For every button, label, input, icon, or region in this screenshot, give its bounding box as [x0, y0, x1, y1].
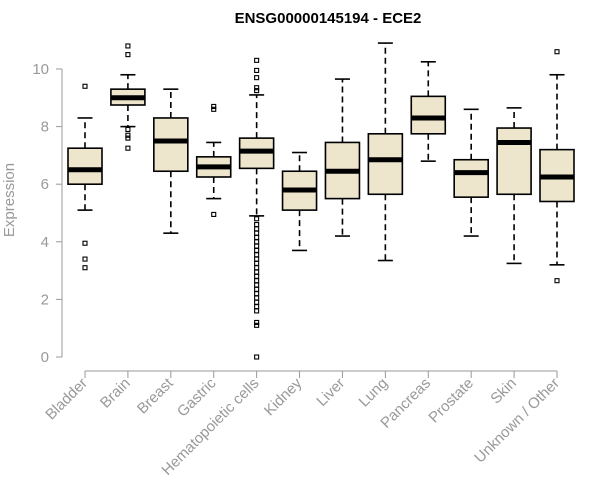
- box-gastric: [195, 103, 232, 217]
- outlier-point: [254, 239, 260, 245]
- outlier-point: [125, 52, 131, 58]
- y-axis-label: Expression: [1, 163, 18, 237]
- outlier-point: [254, 304, 260, 310]
- outlier-point: [554, 278, 560, 284]
- outlier-point: [254, 282, 260, 288]
- outlier-point: [254, 291, 260, 297]
- box-skin: [496, 107, 532, 265]
- chart-title: ENSG00000145194 - ECE2: [235, 10, 422, 27]
- outlier-point: [82, 83, 88, 89]
- outlier-point: [254, 247, 260, 253]
- box-lung: [367, 42, 404, 262]
- x-tick-label: Breast: [134, 374, 177, 417]
- y-tick-label: 10: [32, 61, 49, 78]
- iqr-box: [153, 117, 189, 173]
- outlier-point: [125, 43, 131, 49]
- box-pancreas: [410, 60, 447, 162]
- x-tick-label: Brain: [97, 375, 134, 412]
- iqr-box: [496, 127, 532, 196]
- iqr-box: [367, 133, 404, 196]
- outlier-point: [554, 49, 560, 55]
- x-tick-label: Liver: [313, 375, 348, 410]
- y-tick-label: 0: [41, 349, 49, 366]
- y-tick-label: 8: [41, 119, 49, 136]
- outlier-point: [254, 230, 260, 236]
- outlier-point: [125, 126, 131, 133]
- iqr-box: [410, 95, 447, 135]
- box-series: [67, 42, 575, 360]
- outlier-point: [254, 354, 260, 360]
- outlier-point: [254, 252, 260, 258]
- box-unknown-other: [539, 49, 575, 284]
- outlier-point: [125, 132, 131, 138]
- y-axis: 0 2 4 6 8 10: [32, 61, 63, 366]
- outlier-point: [211, 103, 217, 109]
- outlier-point: [254, 273, 260, 279]
- outlier-point: [254, 299, 260, 305]
- box-brain: [110, 43, 146, 151]
- x-tick-label: Lung: [356, 375, 392, 411]
- outlier-point: [254, 88, 260, 94]
- box-breast: [153, 88, 189, 234]
- outlier-point: [254, 269, 260, 275]
- box-prostate: [453, 108, 489, 237]
- outlier-point: [254, 75, 260, 81]
- outlier-point: [254, 57, 260, 63]
- outlier-point: [211, 106, 217, 112]
- outlier-point: [254, 260, 260, 266]
- outlier-point: [254, 286, 260, 292]
- outlier-point: [254, 216, 260, 222]
- outlier-point: [125, 145, 131, 151]
- outlier-point: [254, 295, 260, 301]
- outlier-point: [254, 278, 260, 284]
- outlier-point: [254, 243, 260, 249]
- x-tick-label: Skin: [487, 375, 520, 408]
- outlier-point: [82, 265, 88, 271]
- y-tick-label: 4: [41, 234, 49, 251]
- x-tick-label: Bladder: [42, 375, 91, 424]
- outlier-point: [254, 256, 260, 262]
- box-bladder: [67, 83, 103, 271]
- iqr-box: [67, 147, 103, 185]
- iqr-box: [453, 158, 489, 198]
- outlier-point: [254, 319, 260, 325]
- outlier-point: [82, 240, 88, 246]
- y-tick-label: 6: [41, 176, 49, 193]
- outlier-point: [254, 265, 260, 271]
- box-kidney: [281, 151, 318, 252]
- outlier-point: [254, 85, 260, 91]
- outlier-point: [254, 322, 260, 328]
- outlier-point: [211, 211, 217, 217]
- x-tick-label: Kidney: [261, 374, 306, 419]
- box-liver: [324, 78, 361, 237]
- outlier-point: [254, 234, 260, 241]
- outlier-point: [125, 135, 131, 141]
- y-tick-label: 2: [41, 291, 49, 308]
- box-hematopoietic-cells: [238, 57, 275, 360]
- outlier-point: [82, 256, 88, 262]
- outlier-point: [254, 226, 260, 232]
- outlier-point: [254, 308, 260, 314]
- x-tick-label: Prostate: [425, 375, 477, 427]
- outlier-point: [254, 221, 260, 228]
- outlier-point: [254, 67, 260, 73]
